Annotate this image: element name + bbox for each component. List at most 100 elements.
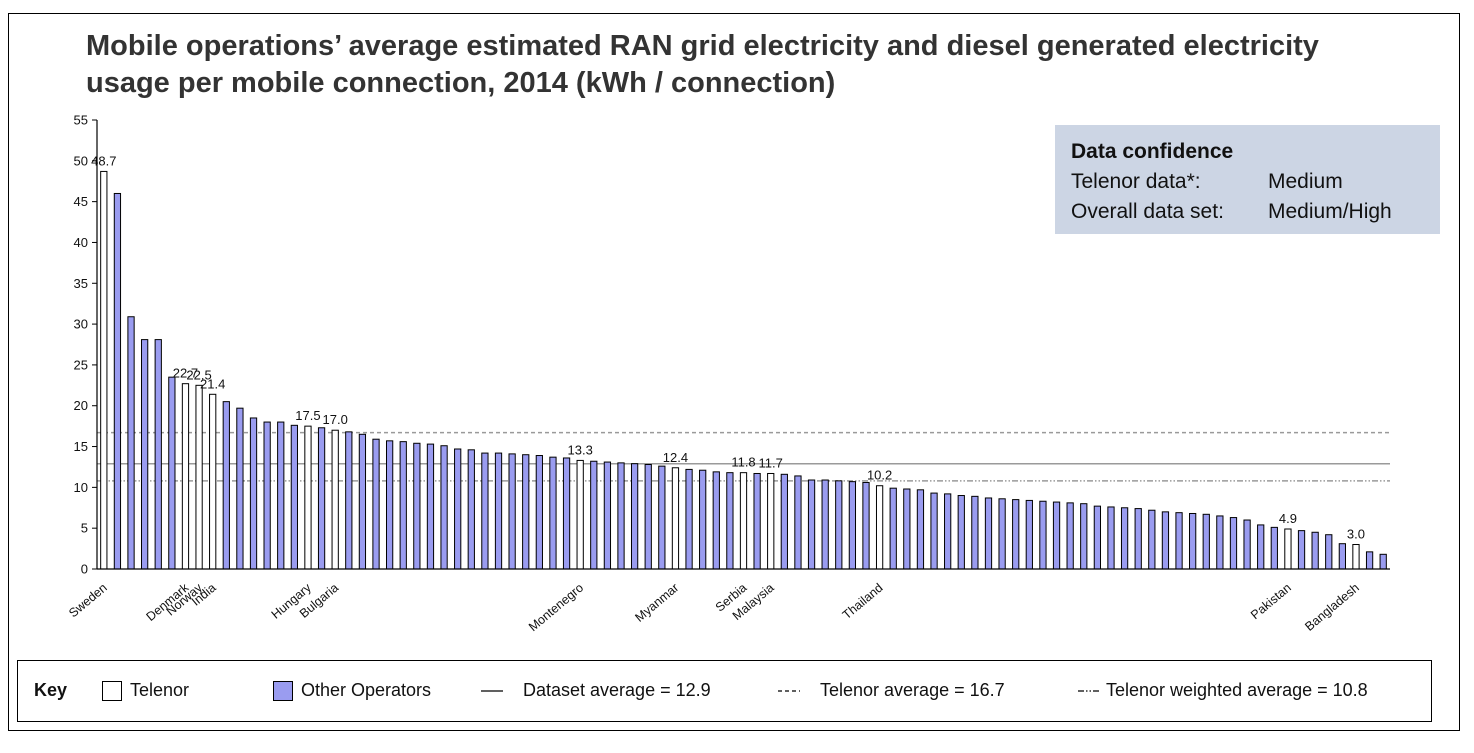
telenor-swatch (102, 680, 122, 701)
category-label: Sweden (66, 581, 110, 621)
other-bar (685, 468, 693, 570)
telenor-bar (100, 170, 108, 570)
telenor-bar (304, 425, 312, 570)
other-bar (522, 454, 530, 570)
legend-item-telenor-avg: Telenor average = 16.7 (778, 680, 1005, 701)
other-bar (535, 455, 543, 570)
data-label: 13.3 (568, 442, 593, 457)
other-bar (984, 497, 993, 570)
y-tick-label: 15 (74, 439, 88, 454)
other-bar (930, 492, 938, 570)
other-bar (1379, 553, 1387, 570)
other-bar (1134, 508, 1142, 570)
other-bar (712, 471, 720, 570)
legend-item-telenor-weighted: Telenor weighted average = 10.8 (1078, 680, 1368, 701)
chart-frame (8, 13, 1460, 731)
other-bar (1338, 543, 1346, 570)
y-tick-label: 55 (74, 113, 88, 128)
other-bar (249, 417, 258, 570)
legend-key: Key Telenor Other Operators Dataset aver… (17, 660, 1432, 722)
data-label: 12.4 (663, 450, 688, 465)
y-tick-label: 40 (74, 235, 88, 250)
y-tick-label: 35 (74, 276, 88, 291)
other-bar (1066, 502, 1074, 570)
other-bar (399, 441, 407, 570)
other-bar (1216, 515, 1224, 570)
other-bar (290, 424, 298, 570)
category-label: Myanmar (632, 581, 681, 625)
other-bar (1148, 509, 1156, 570)
data-label: 17.0 (323, 412, 348, 427)
other-bar (440, 445, 448, 570)
other-bar (957, 495, 965, 570)
other-bar (1365, 551, 1374, 570)
other-bar (1039, 500, 1047, 570)
dashed-line-icon (778, 689, 800, 692)
telenor-bar (331, 429, 339, 570)
other-bar (413, 442, 421, 570)
other-bar (794, 475, 802, 570)
other-bar (944, 493, 952, 570)
telenor-bar (1352, 544, 1360, 570)
y-tick-label: 0 (81, 562, 88, 577)
other-bar (821, 479, 829, 570)
legend-other-label: Other Operators (301, 680, 432, 700)
other-bar (889, 487, 897, 570)
other-bar (222, 401, 230, 570)
other-bar (263, 421, 271, 570)
data-label: 4.9 (1279, 511, 1297, 526)
data-label: 21.4 (200, 376, 225, 391)
other-bar (358, 433, 367, 570)
legend-telenor-weighted-label: Telenor weighted average = 10.8 (1106, 680, 1368, 700)
telenor-bar (209, 393, 217, 570)
other-bar (1093, 505, 1102, 570)
other-bar (494, 452, 503, 570)
chart-title: Mobile operations’ average estimated RAN… (86, 30, 1319, 99)
other-bar (1297, 530, 1306, 570)
other-bar (127, 316, 135, 570)
other-bar (903, 488, 911, 570)
telenor-bar (576, 459, 584, 570)
y-tick-label: 5 (81, 521, 88, 536)
other-bar (603, 461, 612, 570)
other-bar (1107, 506, 1115, 570)
other-bar (1025, 499, 1033, 570)
other-bar (862, 481, 870, 570)
confidence-label: Overall data set: (1071, 200, 1224, 223)
category-label: Montenegro (526, 581, 586, 635)
other-bar (1120, 507, 1129, 570)
data-label: 11.8 (731, 455, 755, 470)
confidence-value: Medium/High (1268, 200, 1392, 223)
other-bar (481, 452, 489, 570)
other-bar (1012, 499, 1020, 570)
other-bar (236, 407, 244, 570)
other-bar (385, 440, 394, 570)
other-bar (454, 448, 462, 570)
other-bar (141, 339, 149, 570)
category-label: Pakistan (1248, 581, 1294, 623)
legend-item-telenor: Telenor (102, 680, 189, 701)
other-bar (630, 463, 639, 570)
confidence-row-overall: Overall data set: Medium/High (1071, 197, 1424, 227)
other-bar (549, 456, 557, 570)
other-bar (753, 472, 761, 570)
y-tick-label: 25 (74, 357, 88, 372)
other-bar (916, 489, 925, 570)
other-bar (1052, 501, 1061, 570)
other-bar (1161, 511, 1170, 570)
other-bar (1189, 512, 1197, 570)
confidence-value: Medium (1268, 170, 1343, 193)
other-bar (467, 449, 475, 570)
telenor-bar (739, 472, 748, 570)
legend-item-other: Other Operators (273, 680, 431, 701)
solid-line-icon (481, 689, 503, 692)
other-bar (426, 443, 435, 570)
other-bar (1270, 526, 1278, 570)
other-bar (154, 339, 162, 570)
bar-chart: 48.7Sweden22.7Denmark22.5Norway21.4India… (66, 113, 1390, 635)
other-bar (848, 481, 857, 570)
other-bar (317, 427, 326, 570)
data-label: 3.0 (1347, 527, 1365, 542)
data-confidence-box: Data confidence Telenor data*: Medium Ove… (1055, 125, 1440, 234)
other-bar (1229, 517, 1238, 570)
